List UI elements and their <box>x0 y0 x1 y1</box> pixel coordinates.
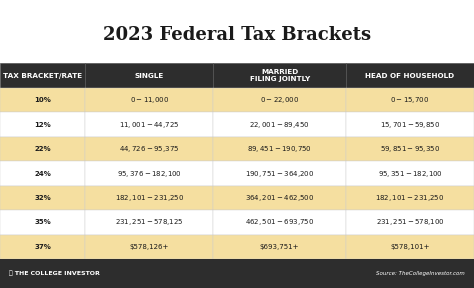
Text: $190,751 - $364,200: $190,751 - $364,200 <box>245 168 314 179</box>
Bar <box>213 186 346 210</box>
Text: $364,201 - $462,500: $364,201 - $462,500 <box>245 193 314 203</box>
Bar <box>346 186 474 210</box>
Text: 22%: 22% <box>34 146 51 152</box>
Bar <box>0 235 85 259</box>
Bar <box>346 137 474 161</box>
Bar <box>85 63 213 88</box>
Text: SINGLE: SINGLE <box>135 73 164 79</box>
Text: 12%: 12% <box>34 122 51 128</box>
Text: $11,001 - $44,725: $11,001 - $44,725 <box>119 120 180 130</box>
Bar <box>0 137 85 161</box>
Bar <box>213 88 346 112</box>
Text: $95,351 - $182,100: $95,351 - $182,100 <box>377 168 443 179</box>
Bar <box>213 210 346 235</box>
Bar <box>213 63 346 88</box>
Text: $693,751+: $693,751+ <box>260 244 300 250</box>
Text: $231,251 - $578,125: $231,251 - $578,125 <box>115 217 183 228</box>
Text: $22,001 - $89,450: $22,001 - $89,450 <box>249 120 310 130</box>
Bar <box>85 235 213 259</box>
Bar <box>0 88 85 112</box>
Text: $95,376 - $182,100: $95,376 - $182,100 <box>117 168 182 179</box>
Text: 24%: 24% <box>34 170 51 177</box>
Text: 10%: 10% <box>34 97 51 103</box>
Text: $182,101 - $231,250: $182,101 - $231,250 <box>115 193 184 203</box>
Text: $44,726 - $95,375: $44,726 - $95,375 <box>119 144 180 154</box>
Text: 2023 Federal Tax Brackets: 2023 Federal Tax Brackets <box>103 26 371 44</box>
Bar <box>346 112 474 137</box>
Bar <box>346 161 474 186</box>
Bar <box>85 210 213 235</box>
Bar <box>346 210 474 235</box>
Bar <box>85 186 213 210</box>
Bar <box>213 137 346 161</box>
Bar <box>0 161 85 186</box>
Text: 🎓 THE COLLEGE INVESTOR: 🎓 THE COLLEGE INVESTOR <box>9 271 100 276</box>
Text: $182,101 - $231,250: $182,101 - $231,250 <box>375 193 445 203</box>
Text: Source: TheCollegeInvestor.com: Source: TheCollegeInvestor.com <box>376 271 465 276</box>
Bar <box>0 210 85 235</box>
Bar <box>0 63 85 88</box>
Bar <box>213 235 346 259</box>
Bar <box>85 112 213 137</box>
Text: $0 - $15,700: $0 - $15,700 <box>391 95 429 105</box>
Text: $0 - $22,000: $0 - $22,000 <box>260 95 299 105</box>
Bar <box>85 137 213 161</box>
Bar <box>213 112 346 137</box>
Bar <box>213 161 346 186</box>
Text: $231,251 - $578,100: $231,251 - $578,100 <box>375 217 445 228</box>
Text: $89,451 - $190,750: $89,451 - $190,750 <box>247 144 312 154</box>
Bar <box>85 88 213 112</box>
Text: 32%: 32% <box>34 195 51 201</box>
Bar <box>85 161 213 186</box>
Text: $0 - $11,000: $0 - $11,000 <box>130 95 169 105</box>
Text: HEAD OF HOUSEHOLD: HEAD OF HOUSEHOLD <box>365 73 455 79</box>
Text: TAX BRACKET/RATE: TAX BRACKET/RATE <box>3 73 82 79</box>
Text: 37%: 37% <box>34 244 51 250</box>
Text: $59,851 - $95,350: $59,851 - $95,350 <box>380 144 440 154</box>
Text: $462,501 - $693,750: $462,501 - $693,750 <box>245 217 314 228</box>
Bar <box>0 186 85 210</box>
Text: $15,701 - $59,850: $15,701 - $59,850 <box>380 120 440 130</box>
Bar <box>0 112 85 137</box>
Text: MARRIED
FILING JOINTLY: MARRIED FILING JOINTLY <box>249 69 310 82</box>
Bar <box>346 88 474 112</box>
Text: $578,101+: $578,101+ <box>390 244 430 250</box>
Bar <box>346 63 474 88</box>
Text: 35%: 35% <box>34 219 51 226</box>
Bar <box>346 235 474 259</box>
Text: $578,126+: $578,126+ <box>129 244 169 250</box>
